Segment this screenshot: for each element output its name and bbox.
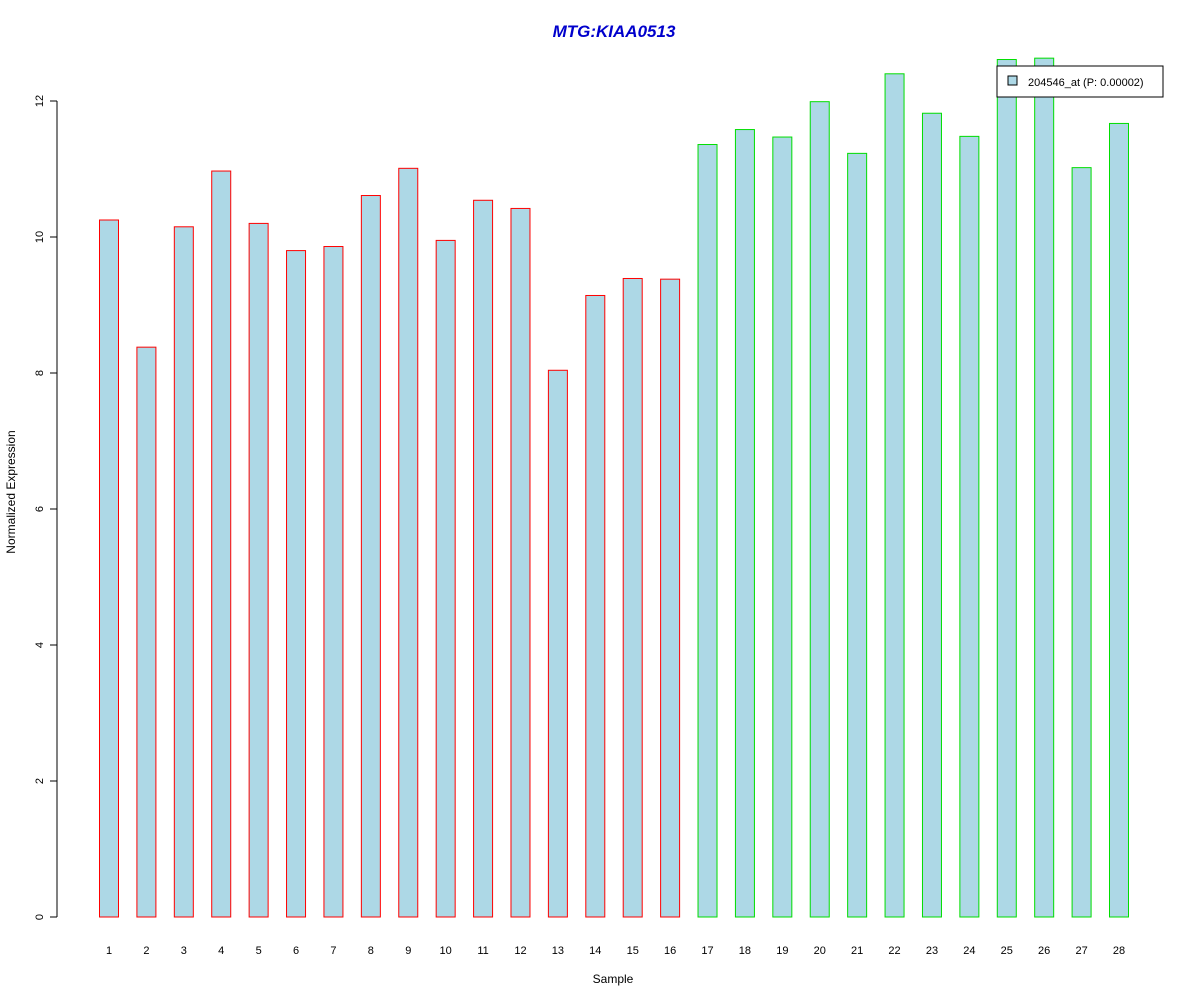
bar-sample-9 (398, 167, 419, 918)
y-tick-label: 10 (34, 231, 46, 243)
bar-sample-15 (622, 277, 643, 918)
bar-sample-23 (921, 112, 942, 918)
bar-sample-14 (585, 294, 606, 918)
bar-sample-25 (996, 59, 1017, 918)
x-tick-label: 3 (181, 945, 187, 957)
x-tick-label: 9 (405, 945, 411, 957)
bar-sample-27 (1071, 167, 1092, 918)
bar-sample-22 (884, 73, 905, 918)
bar-sample-10 (435, 239, 456, 918)
bar-sample-18 (734, 129, 755, 918)
bar-sample-28 (1109, 122, 1129, 918)
x-tick-label: 15 (627, 945, 639, 957)
x-tick-label: 5 (256, 945, 262, 957)
bar-sample-11 (473, 199, 494, 918)
x-tick-label: 6 (293, 945, 299, 957)
y-tick-label: 2 (34, 778, 46, 784)
x-tick-label: 4 (218, 945, 224, 957)
y-tick-label: 6 (34, 506, 46, 512)
legend-box (996, 65, 1164, 98)
x-tick-label: 23 (926, 945, 938, 957)
bar-sample-4 (211, 170, 232, 918)
x-tick-label: 16 (664, 945, 676, 957)
legend-swatch (1007, 75, 1018, 86)
y-tick-label: 0 (34, 914, 46, 920)
bar-sample-3 (173, 226, 194, 918)
x-tick-label: 27 (1075, 945, 1087, 957)
x-tick-label: 24 (963, 945, 975, 957)
x-tick-label: 26 (1038, 945, 1050, 957)
bar-sample-24 (959, 135, 980, 918)
bar-sample-20 (809, 101, 830, 918)
bar-sample-2 (136, 346, 157, 918)
y-tick-label: 12 (34, 95, 46, 107)
bar-sample-13 (547, 369, 568, 918)
bar-sample-26 (1034, 57, 1055, 918)
bar-sample-1 (99, 219, 119, 918)
x-tick-label: 18 (739, 945, 751, 957)
x-tick-label: 25 (1001, 945, 1013, 957)
chart-title: MTG:KIAA0513 (553, 22, 676, 41)
x-tick-label: 8 (368, 945, 374, 957)
x-tick-label: 28 (1113, 945, 1125, 957)
x-tick-label: 14 (589, 945, 601, 957)
x-tick-label: 10 (440, 945, 452, 957)
bar-sample-6 (286, 250, 307, 918)
x-tick-label: 20 (814, 945, 826, 957)
x-axis-label: Sample (593, 972, 634, 986)
x-tick-label: 17 (701, 945, 713, 957)
x-tick-label: 7 (330, 945, 336, 957)
y-axis: 0 2 4 6 8 10 12 (34, 95, 58, 920)
bar-sample-19 (772, 136, 793, 918)
x-tick-label: 2 (143, 945, 149, 957)
y-tick-label: 4 (34, 642, 46, 648)
legend: 204546_at (P: 0.00002) (996, 65, 1164, 98)
x-tick-label: 12 (514, 945, 526, 957)
bar-sample-5 (248, 222, 269, 918)
bar-sample-21 (847, 152, 868, 918)
legend-label: 204546_at (P: 0.00002) (1028, 77, 1144, 89)
x-tick-label: 11 (477, 945, 488, 957)
bar-sample-12 (510, 207, 531, 918)
bar-sample-8 (360, 195, 381, 918)
x-tick-label: 21 (851, 945, 863, 957)
x-tick-label: 19 (776, 945, 788, 957)
bar-sample-17 (697, 144, 718, 918)
bars (99, 57, 1129, 918)
y-axis-label: Normalized Expression (4, 430, 18, 553)
y-tick-label: 8 (34, 370, 46, 376)
bar-sample-7 (323, 246, 344, 918)
x-tick-label: 13 (552, 945, 564, 957)
x-tick-label: 1 (106, 945, 112, 957)
x-axis: 1 2 3 4 5 6 7 8 9 10 11 12 13 14 15 16 17 18 19 20 21 22 23 24 2… (106, 945, 1125, 957)
bar-sample-16 (660, 278, 681, 918)
x-tick-label: 22 (888, 945, 900, 957)
